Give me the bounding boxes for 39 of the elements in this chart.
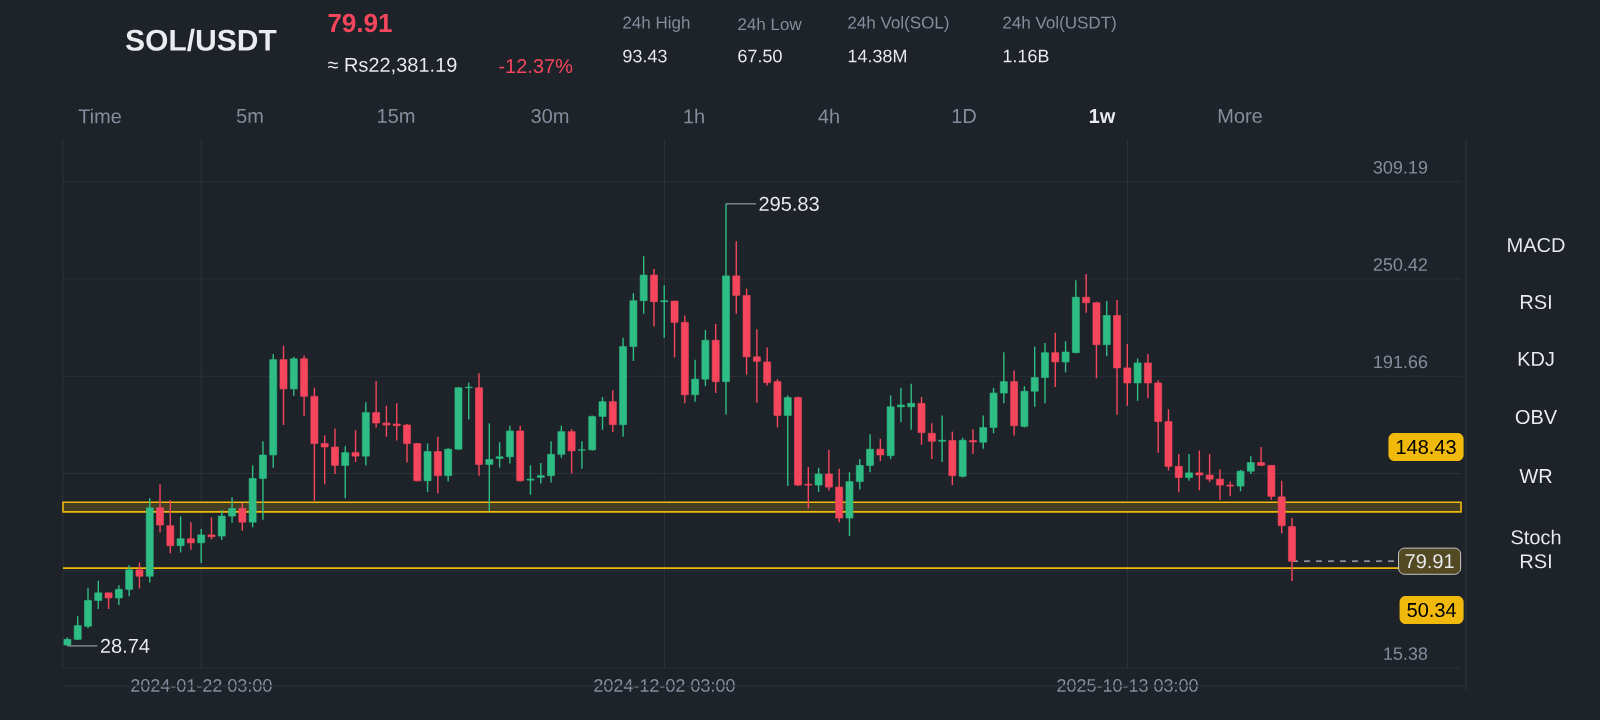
text: 30m <box>531 108 569 124</box>
y-tick-label: 191.66 <box>1374 355 1428 369</box>
text: 79.91 <box>328 13 392 33</box>
text: Stoch RSI <box>1511 529 1561 569</box>
text: 1h <box>684 108 704 124</box>
annotation: 50.34 <box>1407 602 1457 618</box>
text: 1.16B <box>1003 49 1049 63</box>
text: WR <box>1519 469 1552 483</box>
text: 93.43 <box>623 49 667 63</box>
text: More <box>1218 109 1262 123</box>
text: OBV <box>1515 409 1558 425</box>
annotation: 28.74 <box>100 638 150 653</box>
text: MACD <box>1508 237 1565 253</box>
text: KDJ <box>1518 352 1554 366</box>
y-tick-label: 250.42 <box>1373 258 1428 271</box>
text: -12.37% <box>499 58 573 74</box>
x-tick-label: 2024-01-22 03:00 <box>131 679 272 692</box>
x-tick-label: 2025-10-13 03:00 <box>1057 679 1198 692</box>
text: 5m <box>236 109 263 123</box>
text: 24h Vol(SOL) <box>848 16 949 32</box>
text: 1D <box>952 109 976 123</box>
text: 14.38M <box>848 49 906 63</box>
text: 1w <box>1089 109 1116 123</box>
chart-title: SOL/USDT <box>125 28 277 52</box>
x-tick-label: 2024-12-02 03:00 <box>594 679 735 692</box>
y-tick-label: 309.19 <box>1373 160 1428 174</box>
text: ≈ Rs22,381.19 <box>327 57 457 75</box>
text: 15m <box>378 109 415 123</box>
text: 4h <box>818 108 839 124</box>
annotation: 295.83 <box>759 196 819 211</box>
text: RSI <box>1520 294 1551 310</box>
text: 24h Vol(USDT) <box>1003 16 1116 32</box>
text: Time <box>78 108 121 124</box>
text: 24h High <box>623 16 690 32</box>
text: 24h Low <box>738 17 802 31</box>
y-tick-label: 15.38 <box>1384 647 1428 660</box>
annotation: 148.43 <box>1396 439 1456 455</box>
ref-line-label: 79.91 <box>1405 554 1454 569</box>
text: 67.50 <box>738 49 782 63</box>
